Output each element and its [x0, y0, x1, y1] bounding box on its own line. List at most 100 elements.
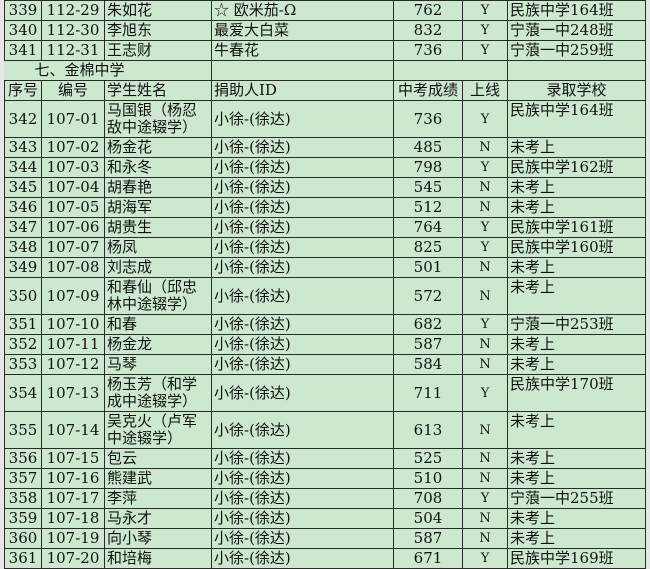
- cell-donor[interactable]: 小徐-(徐达): [211, 314, 394, 335]
- cell-school[interactable]: 未考上: [507, 354, 646, 375]
- cell-school[interactable]: 宁蒗一中255班: [507, 488, 646, 509]
- cell-no[interactable]: 357: [4, 468, 42, 489]
- cell-name[interactable]: 杨玉芳（和学成中途辍学）: [104, 374, 212, 412]
- cell-passed[interactable]: Y: [462, 157, 508, 178]
- cell-donor[interactable]: 小徐-(徐达): [211, 257, 394, 278]
- cell-passed[interactable]: Y: [462, 548, 508, 569]
- cell-donor[interactable]: 小徐-(徐达): [211, 488, 394, 509]
- cell-no[interactable]: 339: [4, 0, 42, 21]
- cell-code[interactable]: 107-10: [41, 314, 105, 335]
- cell-school[interactable]: 民族中学160班: [507, 237, 646, 258]
- cell[interactable]: [393, 60, 508, 81]
- cell-no[interactable]: 341: [4, 40, 42, 61]
- cell-passed[interactable]: N: [462, 411, 508, 449]
- cell-score[interactable]: 708: [393, 488, 463, 509]
- header-code[interactable]: 编号: [41, 80, 105, 101]
- cell-name[interactable]: 和培梅: [104, 548, 212, 569]
- cell-name[interactable]: 包云: [104, 448, 212, 469]
- cell-passed[interactable]: N: [462, 277, 508, 315]
- cell-code[interactable]: 107-19: [41, 528, 105, 549]
- cell-donor[interactable]: 小徐-(徐达): [211, 354, 394, 375]
- cell-passed[interactable]: N: [462, 508, 508, 529]
- cell-score[interactable]: 736: [393, 40, 463, 61]
- cell-school[interactable]: 宁蒗一中259班: [507, 40, 646, 61]
- cell-passed[interactable]: Y: [462, 40, 508, 61]
- cell-donor[interactable]: 小徐-(徐达): [211, 237, 394, 258]
- cell-school[interactable]: 宁蒗一中253班: [507, 314, 646, 335]
- cell-school[interactable]: 民族中学164班: [507, 100, 646, 138]
- cell-school[interactable]: 民族中学169班: [507, 548, 646, 569]
- cell-score[interactable]: 736: [393, 100, 463, 138]
- cell-name[interactable]: 吴克火（卢军中途辍学）: [104, 411, 212, 449]
- cell-code[interactable]: 107-04: [41, 177, 105, 198]
- cell-school[interactable]: 民族中学162班: [507, 157, 646, 178]
- cell-school[interactable]: 未考上: [507, 137, 646, 158]
- cell-code[interactable]: 112-31: [41, 40, 105, 61]
- cell-school[interactable]: 宁蒗一中248班: [507, 20, 646, 41]
- cell-no[interactable]: 350: [4, 277, 42, 315]
- cell-name[interactable]: 和永冬: [104, 157, 212, 178]
- cell-name[interactable]: 李萍: [104, 488, 212, 509]
- cell-no[interactable]: 349: [4, 257, 42, 278]
- cell-name[interactable]: 王志财: [104, 40, 212, 61]
- cell-donor[interactable]: 小徐-(徐达): [211, 448, 394, 469]
- cell-school[interactable]: 民族中学161班: [507, 217, 646, 238]
- cell-name[interactable]: 和春仙（邱忠林中途辍学）: [104, 277, 212, 315]
- spreadsheet-grid[interactable]: 339 112-29 朱如花 ☆ 欧米茄-Ω 762 Y 民族中学164班 340 112-30…: [4, 0, 646, 569]
- cell-score[interactable]: 504: [393, 508, 463, 529]
- cell-score[interactable]: 525: [393, 448, 463, 469]
- cell-score[interactable]: 711: [393, 374, 463, 412]
- cell-score[interactable]: 671: [393, 548, 463, 569]
- cell-score[interactable]: 762: [393, 0, 463, 21]
- cell-score[interactable]: 510: [393, 468, 463, 489]
- cell-donor[interactable]: 小徐-(徐达): [211, 100, 394, 138]
- cell-code[interactable]: 107-01: [41, 100, 105, 138]
- cell-code[interactable]: 112-30: [41, 20, 105, 41]
- cell-no[interactable]: 344: [4, 157, 42, 178]
- cell-donor[interactable]: 小徐-(徐达): [211, 197, 394, 218]
- header-donor[interactable]: 捐助人ID: [211, 80, 394, 101]
- cell-no[interactable]: 346: [4, 197, 42, 218]
- cell-no[interactable]: 347: [4, 217, 42, 238]
- cell-name[interactable]: 胡海军: [104, 197, 212, 218]
- cell-no[interactable]: 360: [4, 528, 42, 549]
- cell-passed[interactable]: N: [462, 257, 508, 278]
- cell[interactable]: [211, 60, 394, 81]
- cell-passed[interactable]: N: [462, 197, 508, 218]
- cell-no[interactable]: 359: [4, 508, 42, 529]
- cell-school[interactable]: 未考上: [507, 334, 646, 355]
- cell-passed[interactable]: N: [462, 528, 508, 549]
- cell-no[interactable]: 355: [4, 411, 42, 449]
- cell-school[interactable]: 未考上: [507, 528, 646, 549]
- cell-passed[interactable]: Y: [462, 0, 508, 21]
- cell-code[interactable]: 107-16: [41, 468, 105, 489]
- cell-passed[interactable]: Y: [462, 374, 508, 412]
- cell-score[interactable]: 485: [393, 137, 463, 158]
- cell-no[interactable]: 342: [4, 100, 42, 138]
- cell-no[interactable]: 356: [4, 448, 42, 469]
- cell-name[interactable]: 李旭东: [104, 20, 212, 41]
- cell-code[interactable]: 107-05: [41, 197, 105, 218]
- cell-code[interactable]: 107-07: [41, 237, 105, 258]
- cell-code[interactable]: 107-06: [41, 217, 105, 238]
- cell-score[interactable]: 682: [393, 314, 463, 335]
- cell-name[interactable]: 杨凤: [104, 237, 212, 258]
- cell-donor[interactable]: 小徐-(徐达): [211, 468, 394, 489]
- cell-name[interactable]: 杨金龙: [104, 334, 212, 355]
- cell-code[interactable]: 107-09: [41, 277, 105, 315]
- cell-no[interactable]: 361: [4, 548, 42, 569]
- cell-name[interactable]: 刘志成: [104, 257, 212, 278]
- cell-school[interactable]: 未考上: [507, 468, 646, 489]
- cell-name[interactable]: 马永才: [104, 508, 212, 529]
- cell-school[interactable]: 未考上: [507, 448, 646, 469]
- cell-no[interactable]: 358: [4, 488, 42, 509]
- cell-donor[interactable]: 小徐-(徐达): [211, 374, 394, 412]
- header-passed[interactable]: 上线: [462, 80, 508, 101]
- cell-school[interactable]: 未考上: [507, 277, 646, 315]
- header-score[interactable]: 中考成绩: [393, 80, 463, 101]
- cell-no[interactable]: 351: [4, 314, 42, 335]
- cell-passed[interactable]: N: [462, 137, 508, 158]
- cell-code[interactable]: 107-03: [41, 157, 105, 178]
- cell-no[interactable]: 348: [4, 237, 42, 258]
- cell-score[interactable]: 764: [393, 217, 463, 238]
